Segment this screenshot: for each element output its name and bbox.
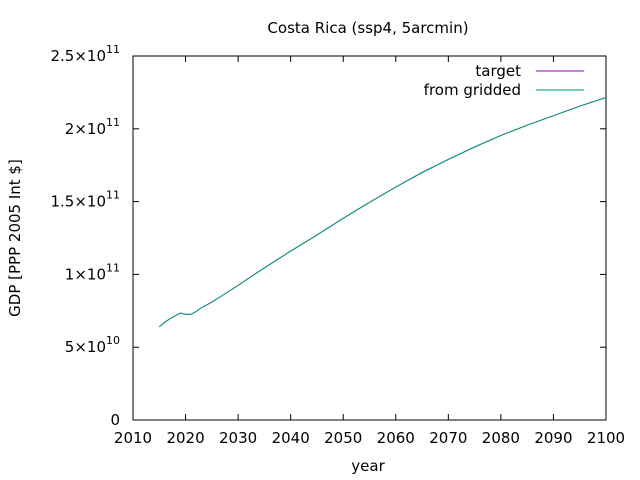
legend-label: from gridded: [424, 81, 521, 99]
x-tick-label: 2010: [114, 429, 152, 447]
x-tick-label: 2020: [166, 429, 204, 447]
plot-frame: [132, 55, 607, 421]
x-tick-label: 2090: [534, 429, 572, 447]
series-lines: [158, 97, 607, 328]
x-axis-label: year: [351, 457, 385, 475]
y-tick-label: 1.5×1011: [50, 189, 120, 211]
y-tick-label: 2×1011: [65, 116, 120, 138]
y-tick-label: 5×1010: [65, 334, 120, 356]
x-tick-label: 2060: [377, 429, 415, 447]
legend-label: target: [475, 62, 521, 80]
x-tick-label: 2080: [482, 429, 520, 447]
x-tick-label: 2070: [429, 429, 467, 447]
y-tick-label: 2.5×1011: [50, 43, 120, 65]
x-tick-label: 2040: [272, 429, 310, 447]
x-tick-label: 2100: [587, 429, 625, 447]
y-axis: 0 5×1010 1×1011 1.5×1011 2×1011 2.5×1011: [50, 43, 606, 429]
x-tick-label: 2030: [219, 429, 257, 447]
y-tick-label: 0: [110, 411, 120, 429]
series-line-2: [158, 97, 607, 328]
chart-title: Costa Rica (ssp4, 5arcmin): [267, 19, 468, 37]
x-tick-label: 2050: [324, 429, 362, 447]
y-tick-label: 1×1011: [65, 261, 120, 283]
x-axis: 2010 2020 2030 2040 2050 2060 2070 2080 2090 2100: [114, 56, 625, 447]
y-axis-label: GDP [PPP 2005 Int $]: [6, 159, 24, 317]
